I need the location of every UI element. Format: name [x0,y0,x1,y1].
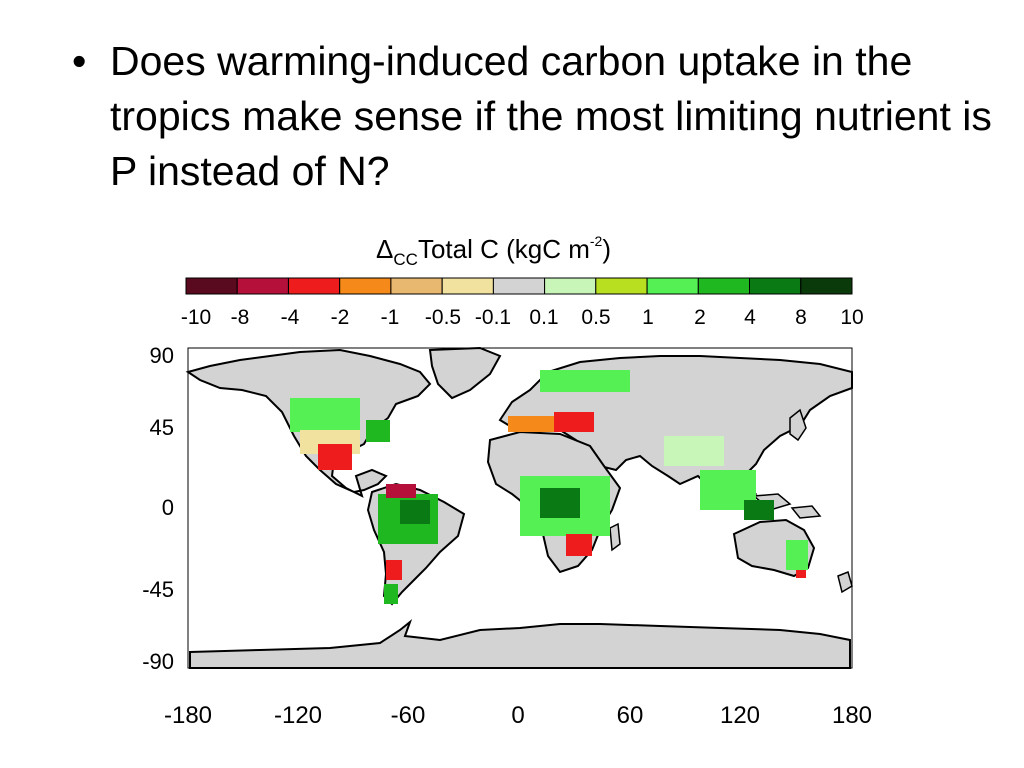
japan [789,408,807,442]
latitude-tick-label: -90 [142,649,174,674]
longitude-tick-label: 120 [719,702,761,729]
legend-tick-label: 8 [795,306,807,329]
patch-north-europe-green [540,370,630,392]
antarctica [189,619,851,669]
title-superscript: -2 [589,233,603,249]
legend-tick-label: -10 [180,306,212,329]
legend-tick-label: 4 [744,306,756,329]
new-zealand [837,570,853,594]
title-subscript: CC [393,250,418,269]
title-main: Total C (kgC m [417,234,590,264]
legend-color-swatch [339,277,392,295]
bullet-symbol: • [72,38,87,84]
patch-mexico-red [318,444,352,470]
legend-tick-label: 0.5 [581,306,611,329]
title-delta: Δ [376,234,394,264]
patch-congo-darkgreen [540,488,580,518]
legend-color-swatch [544,277,597,295]
patch-north-sa-red [386,484,416,498]
legend-tick-label: -1 [380,306,400,329]
legend-tick-label: -0.5 [424,306,462,329]
legend-color-swatch [288,277,341,295]
map-title: ΔCCTotal C (kgC m-2) [376,233,611,269]
title-close: ) [602,234,611,264]
longitude-tick-label: 180 [831,702,873,729]
patch-mediterranean-orange [508,416,558,432]
patch-east-australia-green [786,540,808,570]
legend-tick-label: -4 [280,306,300,329]
legend-tick-label: 1 [642,306,654,329]
legend-color-swatch [749,277,802,295]
legend-color-swatch [595,277,648,295]
legend-tick-label: 2 [694,306,706,329]
bullet-point: • Does warming-induced carbon uptake in … [72,34,992,199]
longitude-tick-label: -120 [273,702,323,729]
longitude-tick-label: 60 [616,702,644,729]
patch-southeast-australia-red [796,570,806,578]
legend-color-swatch [646,277,699,295]
legend-tick-label: -0.1 [474,306,512,329]
world-map [185,346,853,669]
legend-colorbar [185,277,853,295]
patch-china-lightgreen [664,436,724,466]
legend-tick-label: -8 [230,306,250,329]
legend-color-swatch [390,277,443,295]
legend-color-swatch [185,277,238,295]
longitude-tick-label: 0 [511,702,525,729]
greenland [428,346,502,400]
latitude-tick-label: 90 [149,343,174,368]
longitude-tick-label: -60 [390,702,426,729]
legend-color-swatch [441,277,494,295]
latitude-tick-label: 45 [149,415,174,440]
legend-tick-label: -2 [330,306,350,329]
patch-east-us-green [366,420,390,442]
legend-color-swatch [236,277,289,295]
legend-tick-label: 0.1 [529,306,559,329]
latitude-tick-label: -45 [142,577,174,602]
madagascar [609,522,621,552]
bullet-text: Does warming-induced carbon uptake in th… [110,38,992,194]
legend-color-swatch [697,277,750,295]
patch-amazon-darkgreen [400,500,430,524]
legend-tick-label: 10 [840,306,864,329]
patch-patagonia-red [386,560,402,580]
legend-color-swatch [800,277,853,295]
longitude-tick-label: -180 [163,702,213,729]
patch-south-africa-red [566,534,592,556]
patch-north-america-green [290,398,360,432]
anomaly-patches [290,370,808,604]
legend-color-swatch [492,277,546,295]
patch-black-sea-red [554,412,594,432]
patch-indonesia-darkgreen [744,500,774,520]
latitude-tick-label: 0 [161,495,174,520]
patch-south-sa-green [384,584,398,604]
